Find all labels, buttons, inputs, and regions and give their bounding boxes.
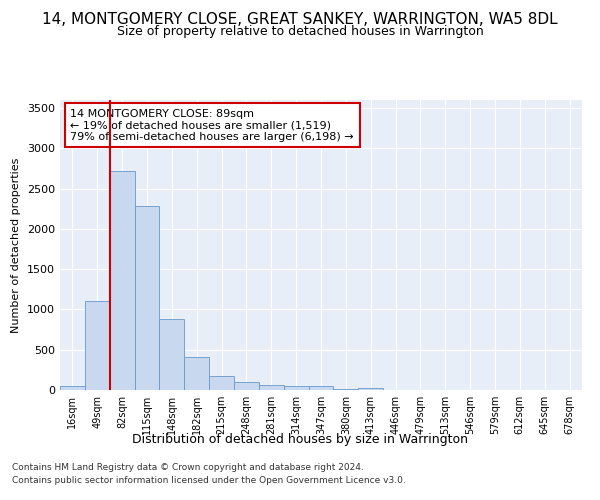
Bar — [284, 386, 308, 390]
Bar — [308, 386, 334, 390]
Text: Contains HM Land Registry data © Crown copyright and database right 2024.: Contains HM Land Registry data © Crown c… — [12, 464, 364, 472]
Bar — [85, 302, 110, 390]
Bar — [134, 206, 160, 390]
Bar — [60, 386, 85, 390]
Bar — [209, 376, 234, 390]
Y-axis label: Number of detached properties: Number of detached properties — [11, 158, 22, 332]
Text: Contains public sector information licensed under the Open Government Licence v3: Contains public sector information licen… — [12, 476, 406, 485]
Bar — [184, 356, 209, 390]
Bar — [110, 171, 134, 390]
Bar — [334, 389, 358, 390]
Bar — [259, 385, 284, 390]
Text: Distribution of detached houses by size in Warrington: Distribution of detached houses by size … — [132, 432, 468, 446]
Bar — [160, 319, 184, 390]
Text: 14 MONTGOMERY CLOSE: 89sqm
← 19% of detached houses are smaller (1,519)
79% of s: 14 MONTGOMERY CLOSE: 89sqm ← 19% of deta… — [70, 108, 354, 142]
Text: Size of property relative to detached houses in Warrington: Size of property relative to detached ho… — [116, 25, 484, 38]
Bar — [358, 388, 383, 390]
Bar — [234, 382, 259, 390]
Text: 14, MONTGOMERY CLOSE, GREAT SANKEY, WARRINGTON, WA5 8DL: 14, MONTGOMERY CLOSE, GREAT SANKEY, WARR… — [42, 12, 558, 28]
